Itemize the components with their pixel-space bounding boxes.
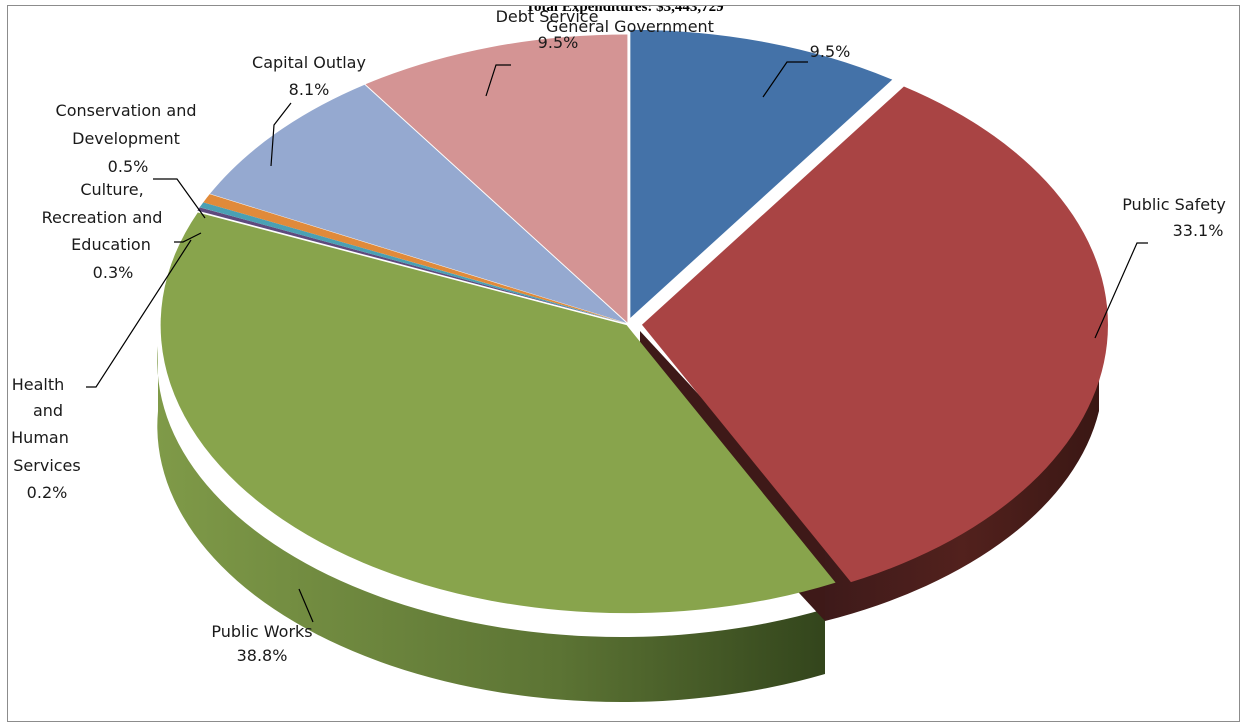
slice-percent-label: 38.8% <box>237 646 288 665</box>
slice-name-label: Health and Human Services <box>11 375 81 475</box>
chart-frame: Total Expenditures: $3,443,729 General G… <box>7 5 1240 722</box>
chart-title: Total Expenditures: $3,443,729 <box>525 5 724 15</box>
leader-line-public-works <box>298 588 314 623</box>
pie-slice-culture-recreation-and-education <box>199 202 627 324</box>
slice-name-label: Culture, Recreation and Education <box>42 180 163 254</box>
slice-percent-label: 33.1% <box>1173 221 1224 240</box>
slice-percent-label: 0.2% <box>27 483 68 502</box>
pie-slice-conservation-and-development <box>203 194 627 324</box>
slice-percent-label: 0.5% <box>108 157 149 176</box>
public-works-side <box>157 346 825 703</box>
slice-name-label: Debt Service <box>496 7 599 26</box>
slice-percent-label: 9.5% <box>538 33 579 52</box>
slice-name-label: Public Safety <box>1122 195 1226 214</box>
slice-percent-label: 9.5% <box>810 42 851 61</box>
slice-name-label: Public Works <box>211 622 312 641</box>
pie-slices <box>160 29 1108 614</box>
pie-slice-health-and-human-services <box>197 207 627 324</box>
leader-line-capital-outlay <box>270 102 292 167</box>
leader-line-public-safety <box>1094 242 1148 339</box>
pie-slice-capital-outlay <box>209 84 627 323</box>
slice-percent-label: 8.1% <box>289 80 330 99</box>
leader-line-general-government <box>762 61 808 98</box>
leader-line-conservation-and-development <box>153 178 206 219</box>
leader-line-culture-recreation-and-education <box>174 232 202 243</box>
slice-name-label: General Government <box>546 17 714 36</box>
pie-slice-debt-service <box>365 34 628 323</box>
pie-slice-public-safety <box>641 86 1108 583</box>
leader-line-health-and-human-services <box>86 239 192 388</box>
pie-slice-general-government <box>630 29 893 318</box>
leader-line-debt-service <box>485 64 511 97</box>
slice-name-label: Capital Outlay <box>252 53 366 72</box>
slice-name-label: Conservation and Development <box>56 101 197 148</box>
slice-percent-label: 0.3% <box>93 263 134 282</box>
pie-slice-public-works <box>160 212 836 614</box>
